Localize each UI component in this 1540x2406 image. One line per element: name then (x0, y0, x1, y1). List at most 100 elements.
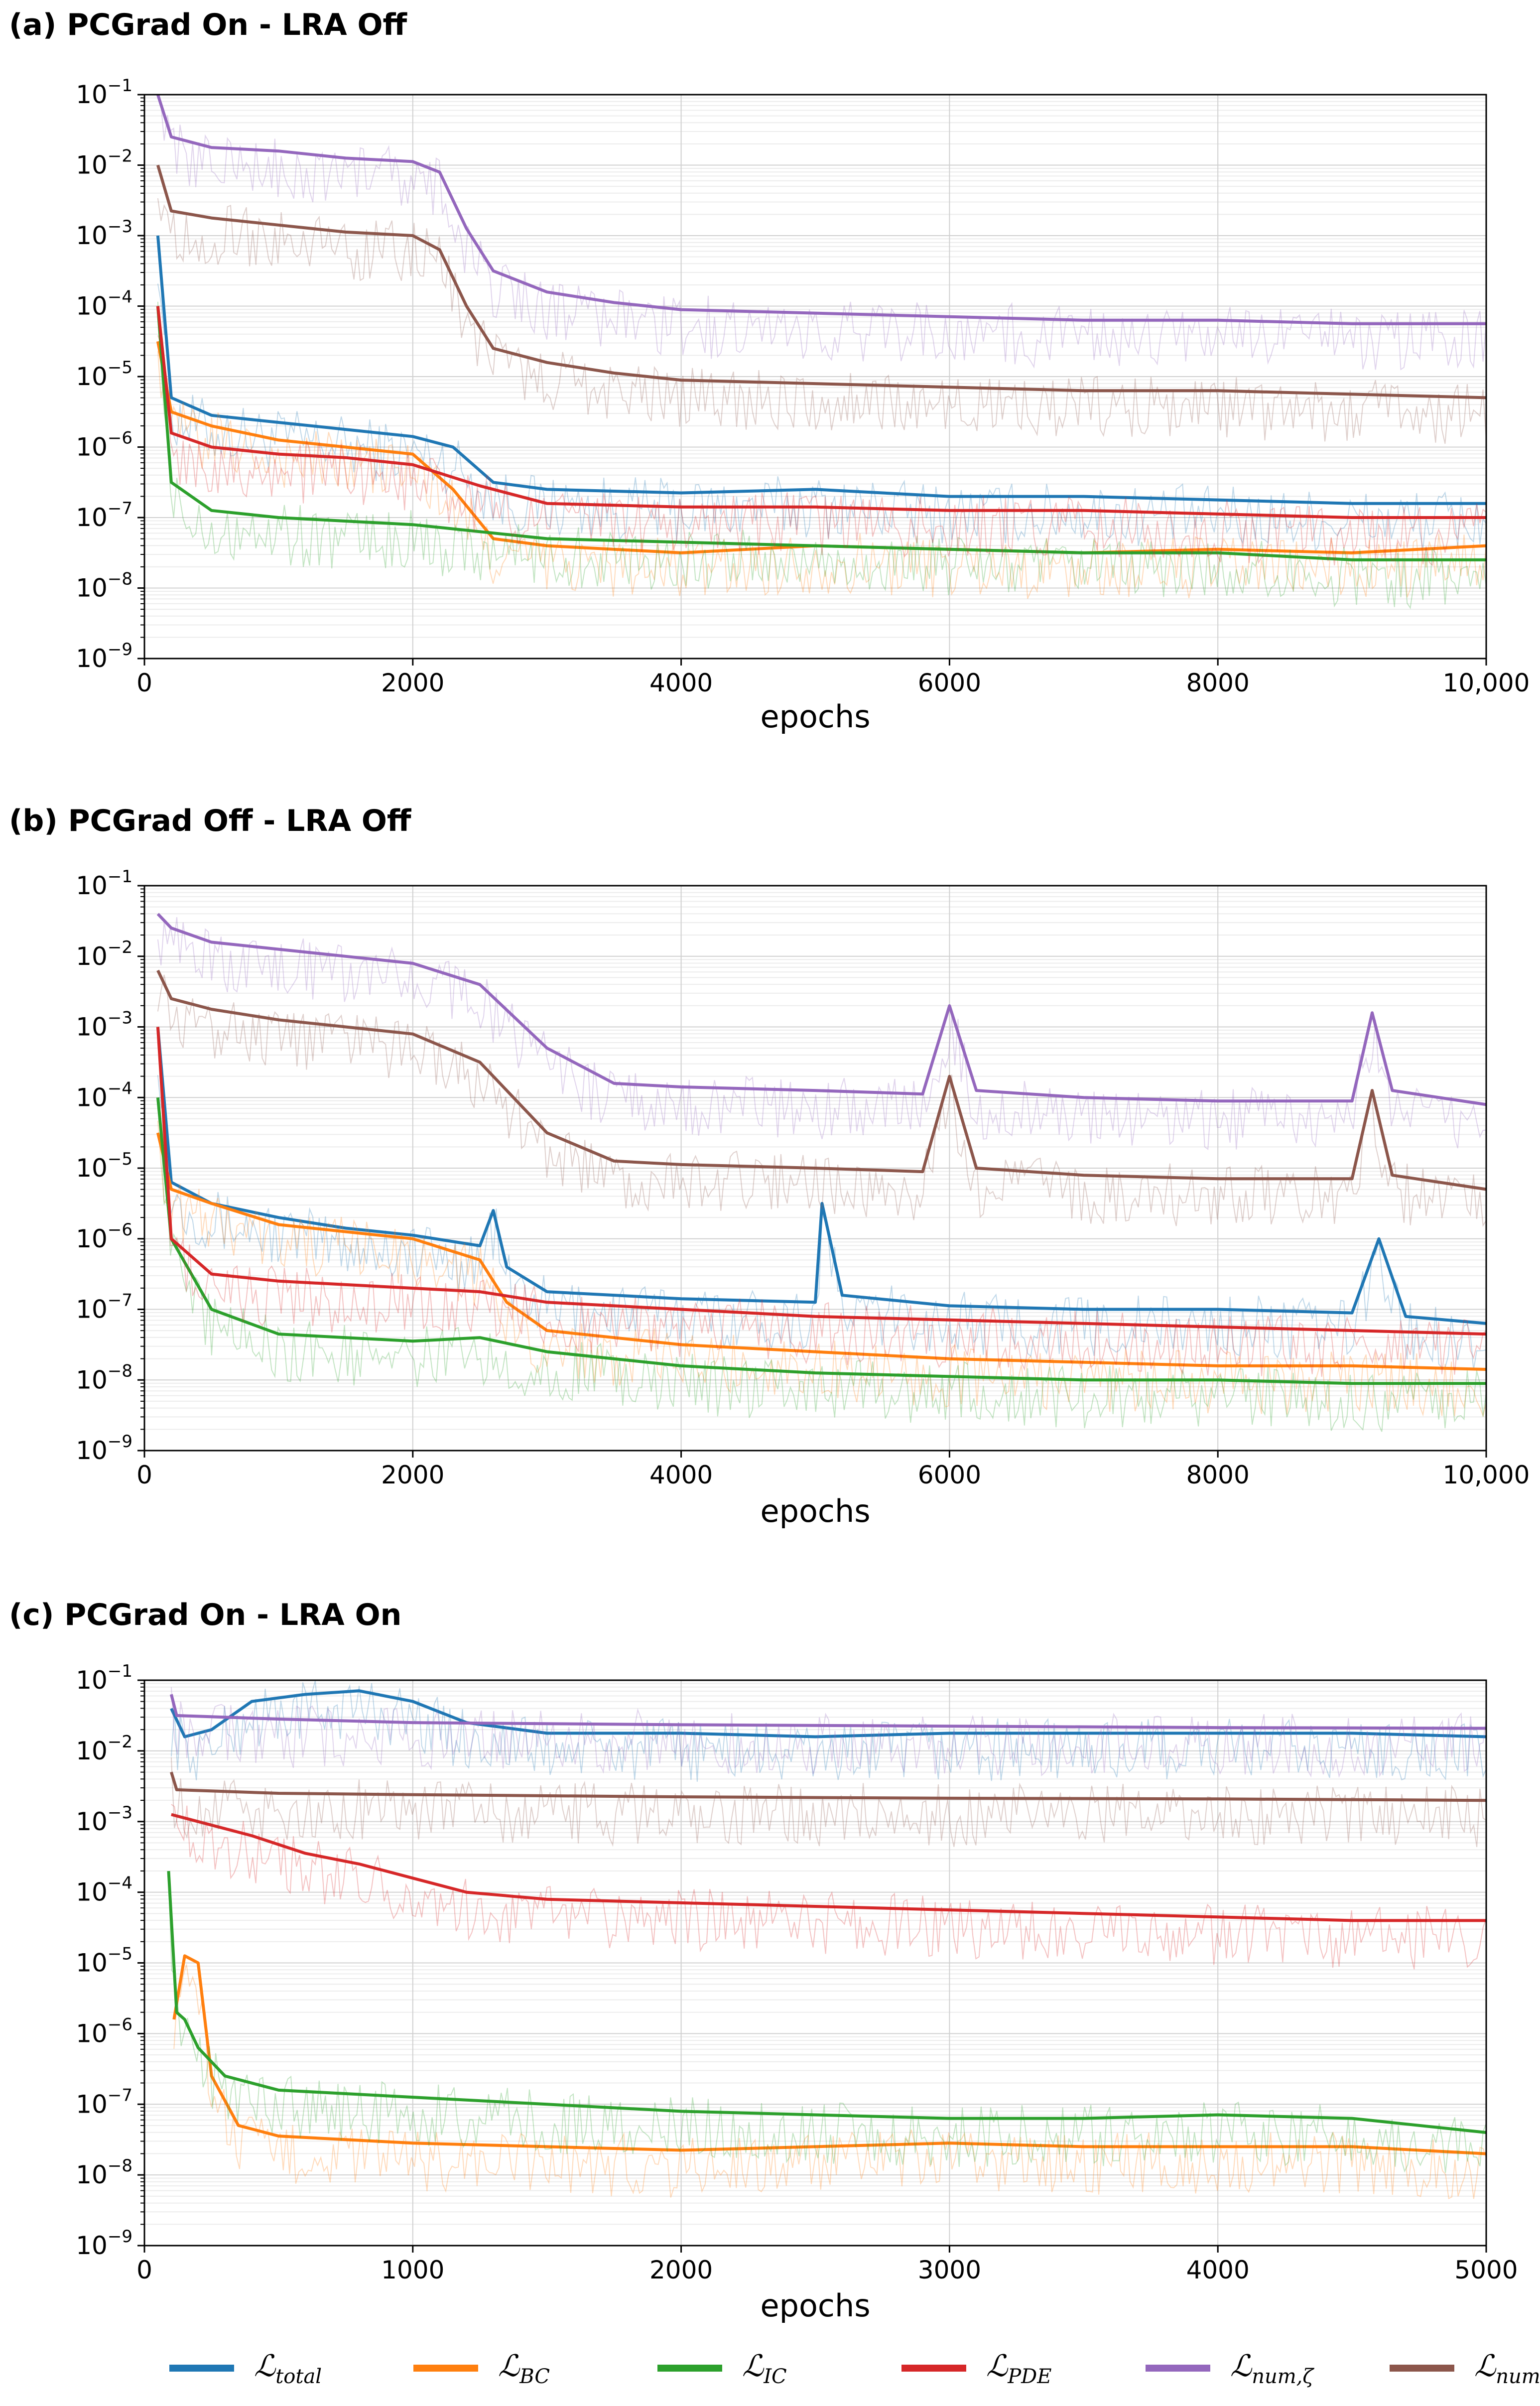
panel-a-y-tick-label: 10−3 (76, 217, 132, 250)
legend-item-total: ℒtotal (169, 2349, 322, 2388)
panel-b: (b) PCGrad Off - LRA Off 10−1 10−2 10−3 10−… (9, 803, 1530, 1529)
panel-b-y-tick-label: 10−3 (76, 1008, 132, 1042)
panel-b-series-pde-raw (157, 1036, 1487, 1377)
panel-b-y-tick-label: 10−1 (76, 867, 132, 900)
panel-a-x-tick-label: 10,000 (1443, 668, 1530, 697)
panel-c-series-num-u-line (170, 1771, 1487, 1802)
panel-c-y-tick-label: 10−6 (76, 2014, 132, 2048)
panel-c-series-num-u-raw (170, 1757, 1487, 1848)
panel-b-series-num-u-line (156, 969, 1487, 1191)
panel-c-y-tick-label: 10−9 (76, 2227, 132, 2260)
panel-c-y-tick-label: 10−7 (76, 2085, 132, 2119)
panel-a-x-tick-label: 0 (136, 668, 152, 697)
legend-item-num_zeta: ℒnum,ζ (1146, 2349, 1314, 2388)
panel-b-series-total-line (156, 1027, 1487, 1325)
panel-b-x-tick-label: 2000 (381, 1461, 444, 1489)
panel-c-series-num-raw (170, 1687, 1487, 1778)
legend-label-total: ℒtotal (254, 2349, 322, 2388)
panel-c-series-total-raw (170, 1680, 1487, 1782)
panel-b-y-tick-label: 10−6 (76, 1220, 132, 1253)
panel-b-series-ic-raw (157, 1099, 1487, 1432)
panel-b-series-bc-line (156, 1132, 1487, 1371)
panel-a-series-num-u-raw (157, 198, 1487, 444)
panel-a-series-total-line (156, 235, 1486, 505)
legend-label-ic: ℒIC (742, 2349, 787, 2388)
panel-c-x-tick-label: 3000 (918, 2256, 981, 2284)
panel-a-series-pde-line (156, 306, 1486, 519)
panel-c-x-tick-label: 1000 (381, 2256, 444, 2284)
panel-c-y-tick-label: 10−1 (76, 1661, 132, 1695)
panel-b-series-num-raw (157, 917, 1487, 1150)
panel-a-y-tick-label: 10−1 (76, 76, 132, 109)
panel-b-y-tick-label: 10−2 (76, 937, 132, 971)
legend-item-ic: ℒIC (657, 2349, 787, 2388)
panel-b-y-tick-label: 10−9 (76, 1432, 132, 1465)
panel-b-x-axis-label: epochs (760, 1493, 870, 1529)
panel-c-y-tick-label: 10−5 (76, 1944, 132, 1978)
legend-label-pde: ℒPDE (986, 2349, 1051, 2388)
panel-b-x-tick-label: 6000 (918, 1461, 981, 1489)
panel-a-y-tick-label: 10−9 (76, 640, 132, 673)
panel-a-y-tick-label: 10−8 (76, 569, 132, 603)
panel-c-series-num-line (169, 1694, 1487, 1730)
panel-a-series-ic-raw (157, 301, 1487, 610)
panel-c-series-pde-line (171, 1813, 1486, 1922)
panel-c-series-bc-line (172, 1954, 1487, 2155)
panel-c-plot: 10−1 10−2 10−3 10−4 10−5 10−6 10−7 10−8 10−90 100… (76, 1661, 1518, 2284)
panel-c-series-total-line (170, 1689, 1487, 1738)
panel-a-series-pde-raw (157, 335, 1487, 566)
panel-c-series-pde-raw (171, 1804, 1487, 1970)
panel-c-x-tick-label: 0 (136, 2256, 152, 2284)
panel-b-x-tick-label: 8000 (1186, 1461, 1250, 1489)
legend-label-bc: ℒBC (498, 2349, 550, 2388)
legend-item-pde: ℒPDE (901, 2349, 1051, 2388)
panel-b-series-ic-line (156, 1097, 1486, 1385)
legend-label-num_zeta: ℒnum,ζ (1230, 2349, 1314, 2388)
panel-a-x-tick-label: 6000 (918, 668, 981, 697)
panel-c-y-tick-label: 10−8 (76, 2156, 132, 2189)
panel-a-series-num-raw (157, 94, 1487, 371)
panel-b-x-tick-label: 0 (136, 1461, 152, 1489)
panel-b-series-num-u-raw (157, 974, 1487, 1227)
panel-c: (c) PCGrad On - LRA On 10−110−210−310−41… (9, 1598, 1518, 2324)
panel-c-series-bc-raw (173, 1964, 1487, 2200)
panel-a-y-tick-label: 10−5 (76, 358, 132, 391)
panel-a-series-num-line (156, 94, 1486, 325)
panel-a-y-tick-label: 10−7 (76, 499, 132, 532)
panel-a-title: (a) PCGrad On - LRA Off (9, 7, 408, 42)
panel-c-series-ic-raw (168, 1879, 1487, 2173)
panel-c-x-axis-label: epochs (760, 2287, 870, 2324)
panel-b-series-bc-raw (157, 1120, 1487, 1418)
panel-a-x-tick-label: 4000 (649, 668, 713, 697)
panel-c-x-tick-label: 5000 (1454, 2256, 1518, 2284)
panel-b-y-tick-label: 10−7 (76, 1291, 132, 1324)
legend-label-num_u: ℒnum,u (1474, 2349, 1540, 2388)
panel-b-x-tick-label: 4000 (649, 1461, 713, 1489)
panel-c-y-tick-label: 10−3 (76, 1803, 132, 1836)
panel-a: (a) PCGrad On - LRA Off 10−1 10−2 10−3 10−4… (9, 7, 1530, 735)
panel-a-series-ic-line (156, 306, 1486, 561)
panel-c-series-ic-line (167, 1871, 1487, 2134)
panel-a-series-total-raw (157, 283, 1487, 553)
legend: ℒtotal ℒBC ℒIC ℒPDE ℒnum,ζ ℒnum,u (169, 2349, 1540, 2388)
panel-c-title: (c) PCGrad On - LRA On (9, 1598, 401, 1632)
panel-a-series-num-u-line (156, 164, 1487, 400)
panel-c-x-tick-label: 2000 (649, 2256, 713, 2284)
panel-c-y-tick-label: 10−4 (76, 1873, 132, 1907)
panel-b-title: (b) PCGrad Off - LRA Off (9, 803, 412, 838)
panel-c-y-tick-label: 10−2 (76, 1732, 132, 1765)
panel-b-series-num-line (156, 913, 1487, 1106)
panel-a-y-tick-label: 10−4 (76, 287, 132, 321)
panel-a-x-axis-label: epochs (760, 698, 870, 735)
legend-item-num_u: ℒnum,u (1390, 2349, 1540, 2388)
legend-item-bc: ℒBC (413, 2349, 550, 2388)
panel-c-x-tick-label: 4000 (1186, 2256, 1250, 2284)
panel-b-plot: 10−1 10−2 10−3 10−4 10−5 10−6 10−7 10−8 10−90 200… (76, 867, 1530, 1489)
panel-a-plot: 10−1 10−2 10−3 10−4 10−5 10−6 10−7 10−8 10−90 200… (76, 76, 1530, 697)
panel-b-series-pde-line (156, 1027, 1487, 1336)
panel-a-x-tick-label: 8000 (1186, 668, 1250, 697)
panel-b-x-tick-label: 10,000 (1443, 1461, 1530, 1489)
panel-b-y-tick-label: 10−4 (76, 1078, 132, 1112)
panel-b-y-tick-label: 10−5 (76, 1149, 132, 1183)
